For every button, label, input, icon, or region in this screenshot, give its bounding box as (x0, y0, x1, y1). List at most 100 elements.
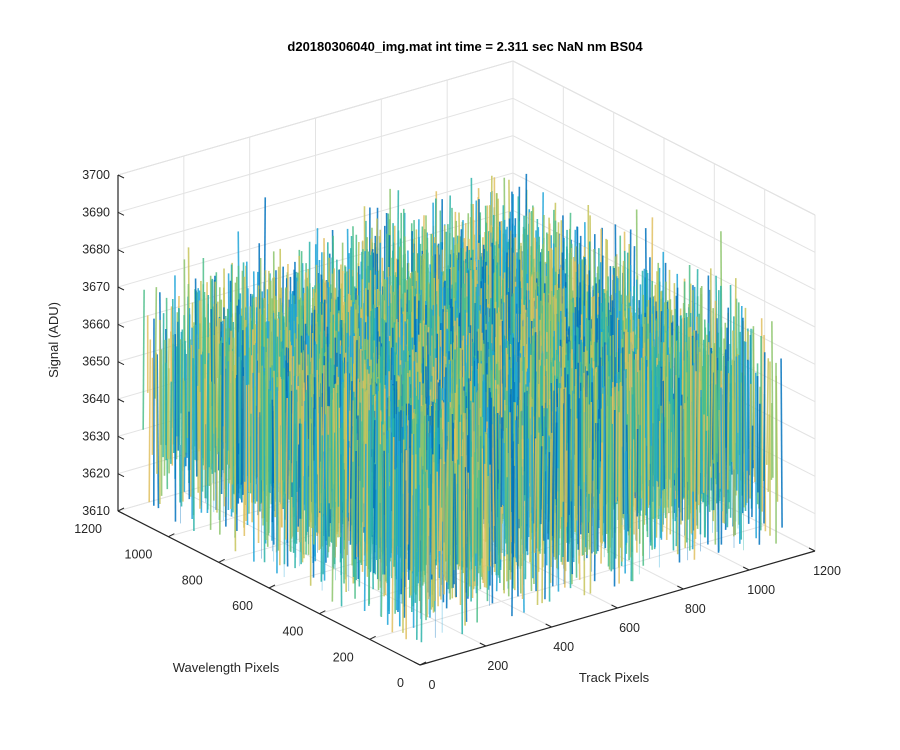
surface-strand (163, 339, 166, 476)
surface-strand (509, 412, 512, 580)
surface-strand (733, 399, 737, 536)
surface-strand (625, 424, 629, 532)
z-tick-label: 3670 (82, 280, 110, 294)
z-tick-mark (117, 435, 125, 440)
surface-strand (473, 452, 476, 582)
z-tick-label: 3630 (82, 429, 110, 443)
x-tick-mark (545, 623, 552, 628)
surface-strand (219, 374, 222, 535)
surface-strand (751, 425, 754, 518)
surface-strand (489, 464, 492, 567)
surface-strand (419, 406, 423, 581)
surface-strand (524, 384, 527, 580)
surface-strand (283, 368, 287, 565)
surface-strand (406, 420, 410, 545)
surface-strand (356, 440, 359, 545)
surface-strand (669, 432, 673, 535)
surface-strand (720, 387, 723, 512)
z-tick-mark (117, 249, 125, 254)
surface-strand (348, 447, 351, 541)
surface-strand (288, 371, 292, 552)
z-tick-mark (117, 323, 125, 328)
surface-strand (632, 439, 635, 535)
z-tick-label: 3660 (82, 317, 110, 331)
surface-strand (607, 379, 611, 567)
surface-strand (186, 283, 190, 439)
surface-strand (625, 451, 628, 543)
surface-strand (252, 372, 255, 562)
surface-strand (236, 305, 240, 504)
surface-strand (713, 349, 716, 464)
x-tick-label: 200 (487, 659, 508, 673)
surface-strand (209, 381, 212, 530)
surface-strand (320, 435, 324, 582)
surface-strand (547, 452, 551, 540)
surface-strand (671, 388, 675, 551)
surface-strand (223, 319, 226, 507)
y-tick-mark (117, 507, 125, 512)
y-tick-label: 200 (333, 650, 354, 664)
side-wall-grid-line (512, 172, 816, 328)
surface-strand (156, 354, 160, 509)
surface-strand (570, 368, 573, 502)
z-tick-mark (117, 174, 125, 179)
surface-strand (316, 370, 320, 533)
x-tick-label: 1200 (813, 564, 841, 578)
surface-strand (460, 456, 464, 635)
surface-strand (720, 384, 724, 523)
surface-strand (321, 365, 325, 515)
surface-strand (581, 376, 584, 556)
surface-strand (344, 412, 347, 592)
surface-strand (431, 454, 434, 575)
z-tick-label: 3690 (82, 205, 110, 219)
surface-strand (593, 368, 596, 555)
surface-strand (723, 338, 726, 524)
x-tick-label: 400 (553, 640, 574, 654)
x-axis-ticks: 0 200 400 600 800 1000 1200 (413, 547, 841, 692)
back-wall-grid-line (117, 135, 514, 251)
surface-strand (622, 347, 625, 514)
surface-strand (351, 461, 355, 578)
surface-strand (551, 390, 555, 587)
surface-strand (527, 386, 531, 484)
surface-strand (389, 379, 393, 558)
surface-strand (648, 360, 652, 546)
surface-strand (220, 342, 224, 494)
surface-strand (380, 421, 384, 575)
surface-strand (574, 369, 577, 533)
surface-strand (658, 405, 662, 506)
surface-strand (729, 365, 732, 518)
surface-strand (533, 438, 537, 553)
floor-grid-line (369, 524, 765, 640)
surface-strand (504, 410, 507, 544)
surface-strand (600, 442, 603, 564)
y-axis-label: Wavelength Pixels (173, 660, 280, 675)
y-axis-ticks: 0 200 400 600 800 1000 1200 (74, 507, 427, 690)
surface-strand (515, 416, 519, 597)
x-tick-mark (808, 547, 816, 552)
surface-strand (687, 336, 691, 491)
y-tick-mark (369, 635, 376, 640)
surface-strand (766, 358, 770, 465)
surface-strand (322, 488, 326, 575)
y-tick-label: 1000 (125, 548, 153, 562)
surface-strand (336, 392, 340, 507)
surface-strand (328, 406, 332, 510)
surface-strand (654, 366, 658, 518)
surface-strand (366, 390, 369, 577)
surface-strand (502, 443, 506, 557)
surface-strand (554, 422, 558, 500)
surface-strand (391, 437, 395, 633)
surface-strand (332, 432, 336, 569)
surface-strand (409, 433, 413, 596)
surface-strand (589, 402, 593, 594)
surface-strand (771, 321, 774, 478)
surface-strand (478, 470, 482, 590)
surface-strand (647, 338, 651, 502)
surface-strand (305, 389, 308, 555)
surface-strand (306, 438, 309, 532)
surface-strand (527, 438, 530, 537)
surface-strand (166, 338, 170, 459)
surface-strand (495, 489, 499, 592)
